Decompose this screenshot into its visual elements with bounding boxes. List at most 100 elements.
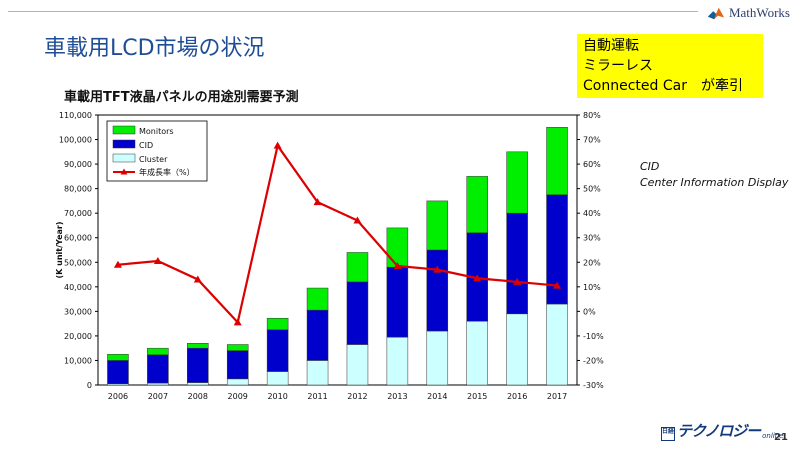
growth-rate-point-2007: [153, 257, 162, 265]
brand-box: 日経: [661, 427, 675, 441]
y2-tick-label: 20%: [583, 258, 601, 267]
nikkei-technology-brand: 日経 テクノロジー online: [661, 420, 783, 441]
x-tick-label: 2010: [267, 392, 287, 401]
callout-box: 自動運転 ミラーレス Connected Car が牽引: [577, 34, 763, 98]
bar-cid-2013: [386, 266, 409, 338]
bar-monitors-2009: [226, 344, 249, 351]
growth-rate-point-2006: [113, 260, 122, 268]
bar-monitors-2013: [386, 227, 409, 268]
y-tick-label: 70,000: [64, 209, 92, 218]
growth-rate-line: [117, 143, 558, 325]
y2-tick-label: 30%: [583, 234, 601, 243]
y-tick-label: 60,000: [64, 234, 92, 243]
bar-cluster-2009: [226, 378, 249, 386]
bar-monitors-2010: [266, 317, 289, 331]
bar-cid-2016: [506, 212, 528, 315]
y-tick-label: 30,000: [64, 307, 92, 316]
bar-cluster-2013: [386, 336, 409, 386]
bar-cluster-2016: [506, 313, 528, 386]
growth-rate-point-2015: [473, 274, 482, 282]
brand-word: テクノロジー: [677, 422, 761, 440]
membrane-logo-icon: [707, 7, 725, 20]
page-number: 21: [774, 432, 788, 443]
growth-rate-point-2008: [193, 275, 202, 283]
growth-rate-point-2011: [313, 198, 322, 206]
page-title: 車載用LCD市場の状況: [44, 36, 265, 61]
callout-line-3: Connected Car が牽引: [583, 78, 743, 94]
y-tick-label: 110,000: [59, 111, 92, 120]
mathworks-logo: MathWorks: [707, 2, 790, 24]
x-tick-label: 2016: [507, 392, 527, 401]
legend-label-growth: 年成長率（%）: [139, 167, 195, 177]
x-tick-label: 2015: [467, 392, 487, 401]
bar-cluster-2011: [306, 360, 329, 386]
bar-cluster-2014: [426, 330, 449, 386]
bar-cluster-2012: [346, 344, 369, 386]
legend-marker-growth: [120, 168, 128, 175]
legend-swatch-cluster: [112, 153, 136, 163]
bar-cid-2008: [187, 347, 209, 383]
y-tick-label: 10,000: [64, 356, 92, 365]
growth-rate-point-2009: [233, 318, 242, 326]
bar-cid-2006: [107, 360, 129, 385]
cid-note: CID Center Information Display: [640, 159, 788, 191]
x-tick-label: 2008: [188, 392, 208, 401]
bar-monitors-2007: [147, 347, 169, 356]
y-tick-label: 100,000: [59, 136, 92, 145]
y-tick-label: 50,000: [64, 258, 92, 267]
callout-line-1: 自動運転: [583, 38, 639, 54]
bar-cid-2014: [426, 249, 449, 332]
bar-monitors-2012: [346, 252, 369, 283]
y2-tick-label: -20%: [583, 356, 604, 365]
x-tick-label: 2017: [547, 392, 567, 401]
bar-monitors-2014: [426, 200, 449, 251]
growth-rate-point-2010: [273, 141, 282, 149]
bar-monitors-2017: [546, 127, 568, 196]
bar-cid-2007: [147, 354, 169, 384]
bar-monitors-2015: [466, 176, 488, 234]
legend-swatch-cid: [112, 139, 136, 149]
bar-monitors-2011: [306, 287, 329, 311]
y2-tick-label: 50%: [583, 185, 601, 194]
growth-rate-point-2013: [393, 261, 402, 269]
bar-cid-2010: [266, 329, 289, 372]
brand-sub: online: [762, 432, 784, 440]
x-tick-label: 2009: [228, 392, 248, 401]
growth-rate-point-2016: [513, 277, 522, 285]
bar-cluster-2017: [546, 303, 568, 386]
x-tick-label: 2014: [427, 392, 447, 401]
callout-line-2: ミラーレス: [583, 58, 653, 74]
bar-monitors-2006: [107, 354, 129, 361]
y2-tick-label: 80%: [583, 111, 601, 120]
legend-swatch-monitors: [112, 125, 136, 135]
bar-cid-2009: [226, 350, 249, 380]
legend-label-cid: CID: [139, 141, 153, 150]
x-tick-label: 2012: [347, 392, 367, 401]
bar-cluster-2010: [266, 371, 289, 386]
chart-title: 車載用TFT液晶パネルの用途別需要予測: [64, 90, 299, 105]
header-rule: [8, 11, 698, 12]
y-tick-label: 80,000: [64, 185, 92, 194]
growth-rate-point-2017: [553, 281, 562, 289]
growth-rate-point-2014: [433, 265, 442, 273]
growth-rate-point-2012: [353, 216, 362, 224]
y2-tick-label: -30%: [583, 381, 604, 390]
legend-label-cluster: Cluster: [139, 155, 168, 164]
x-tick-label: 2013: [387, 392, 407, 401]
legend-label-monitors: Monitors: [139, 127, 174, 136]
cid-note-abbr: CID: [640, 160, 660, 173]
bar-cid-2012: [346, 281, 369, 345]
x-tick-label: 2011: [307, 392, 327, 401]
logo-text: MathWorks: [728, 5, 790, 20]
y2-tick-label: 10%: [583, 283, 601, 292]
y-tick-label: 0: [87, 381, 92, 390]
y2-tick-label: 0%: [583, 307, 596, 316]
y2-tick-label: 40%: [583, 209, 601, 218]
x-tick-label: 2007: [148, 392, 168, 401]
y-axis-label: (K unit/Year): [55, 221, 64, 278]
bar-monitors-2016: [506, 151, 528, 214]
bar-cid-2011: [306, 309, 329, 361]
x-tick-label: 2006: [108, 392, 128, 401]
cid-note-full: Center Information Display: [640, 176, 789, 189]
bar-cluster-2008: [187, 382, 209, 386]
